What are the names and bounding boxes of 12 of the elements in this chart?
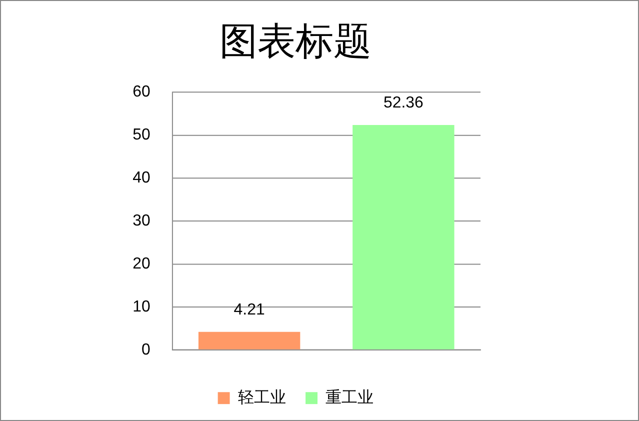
y-tick-label: 30	[132, 212, 150, 230]
y-tick-label: 50	[132, 126, 150, 144]
legend-label: 轻工业	[238, 388, 286, 406]
y-tick-label: 60	[132, 84, 150, 101]
y-tick-label: 10	[132, 298, 150, 316]
y-tick-label: 20	[132, 255, 150, 272]
y-tick-label: 40	[132, 169, 150, 186]
y-tick-label: 0	[141, 341, 150, 358]
legend-label: 重工业	[325, 388, 374, 406]
data-label: 52.36	[384, 94, 424, 112]
data-label: 4.21	[234, 301, 265, 318]
chart-title: 图表标题	[220, 21, 372, 64]
